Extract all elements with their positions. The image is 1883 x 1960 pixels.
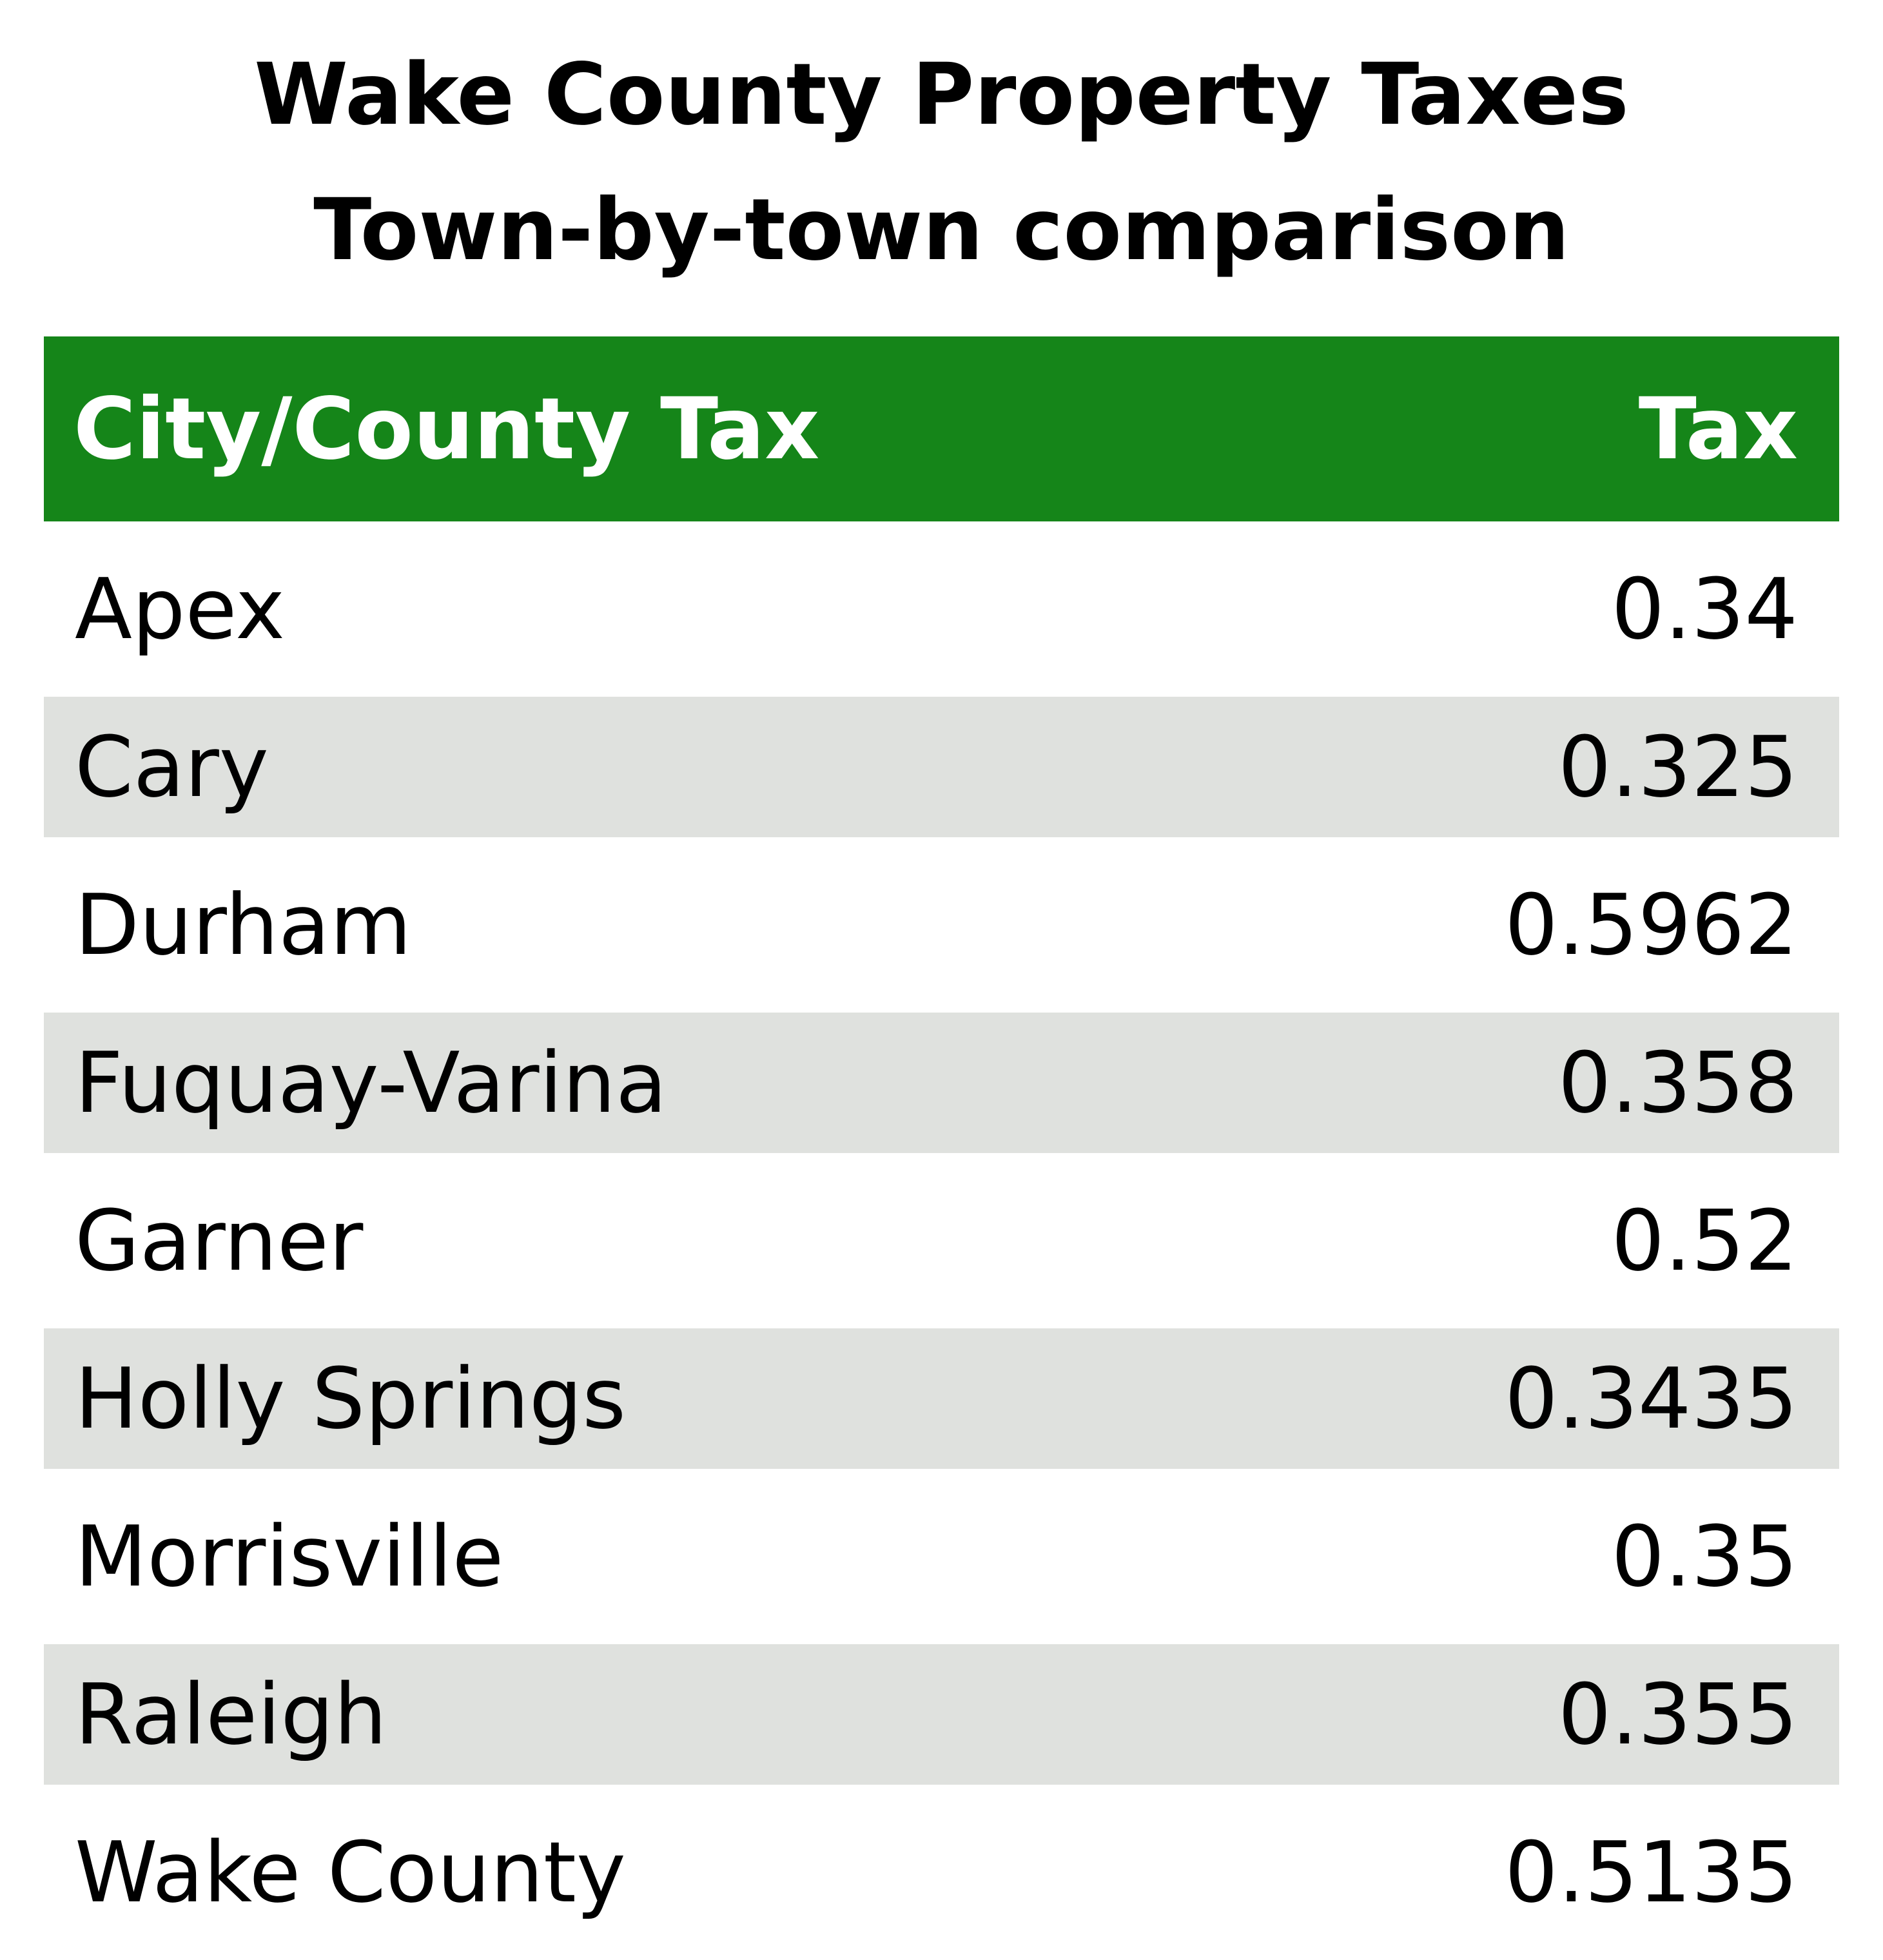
row-tax-value: 0.52 bbox=[1611, 1192, 1798, 1290]
row-tax-value: 0.3435 bbox=[1505, 1350, 1798, 1448]
row-tax-value: 0.5135 bbox=[1505, 1823, 1798, 1921]
title-line-1: Wake County Property Taxes bbox=[254, 45, 1629, 144]
row-tax-value: 0.35 bbox=[1611, 1508, 1798, 1606]
table-body: Apex 0.34 Cary 0.325 Durham 0.5962 Fuquay-Vari… bbox=[44, 521, 1839, 1960]
header-tax: Tax bbox=[1638, 379, 1798, 479]
row-location: Fuquay-Varina bbox=[75, 1034, 667, 1132]
row-tax-value: 0.358 bbox=[1557, 1034, 1798, 1132]
table-row: Garner 0.52 bbox=[44, 1153, 1839, 1328]
row-tax-value: 0.5962 bbox=[1505, 876, 1798, 974]
row-location: Holly Springs bbox=[75, 1350, 627, 1448]
row-location: Garner bbox=[75, 1192, 364, 1290]
row-location: Morrisville bbox=[75, 1508, 504, 1606]
row-tax-value: 0.325 bbox=[1557, 718, 1798, 816]
table-row: Fuquay-Varina 0.358 bbox=[44, 1013, 1839, 1153]
row-tax-value: 0.355 bbox=[1557, 1665, 1798, 1763]
table-row: Durham 0.5962 bbox=[44, 837, 1839, 1013]
table-row: Holly Springs 0.3435 bbox=[44, 1328, 1839, 1469]
title-line-2: Town-by-town comparison bbox=[313, 180, 1570, 280]
table-row: Cary 0.325 bbox=[44, 697, 1839, 837]
table-row: Wake County 0.5135 bbox=[44, 1785, 1839, 1960]
chart-title: Wake County Property Taxes Town-by-town … bbox=[0, 27, 1883, 298]
tax-table: City/County Tax Tax Apex 0.34 Cary 0.325 Dur… bbox=[44, 336, 1839, 1960]
table-row: Morrisville 0.35 bbox=[44, 1469, 1839, 1644]
row-location: Cary bbox=[75, 718, 269, 816]
table-header: City/County Tax Tax bbox=[44, 336, 1839, 521]
table-row: Apex 0.34 bbox=[44, 521, 1839, 697]
header-city-county-tax: City/County Tax bbox=[73, 379, 820, 479]
table-row: Raleigh 0.355 bbox=[44, 1644, 1839, 1785]
row-location: Apex bbox=[75, 560, 286, 658]
row-location: Wake County bbox=[75, 1823, 626, 1921]
row-location: Raleigh bbox=[75, 1665, 387, 1763]
row-location: Durham bbox=[75, 876, 412, 974]
row-tax-value: 0.34 bbox=[1611, 560, 1798, 658]
